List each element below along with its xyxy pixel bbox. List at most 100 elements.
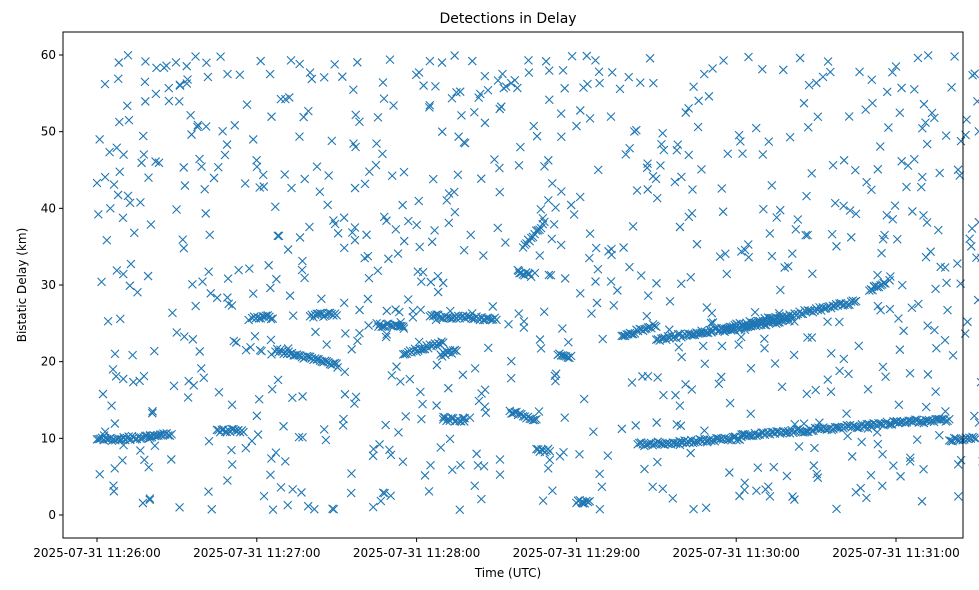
data-point — [717, 341, 727, 351]
data-point — [717, 184, 727, 193]
data-point — [213, 162, 223, 172]
data-point — [415, 242, 425, 252]
data-point — [684, 150, 694, 160]
data-point — [791, 225, 801, 234]
data-point — [659, 390, 668, 400]
data-point — [444, 218, 454, 228]
data-point — [847, 452, 857, 461]
data-point — [376, 496, 386, 506]
data-point — [364, 321, 373, 330]
data-point — [593, 165, 603, 175]
data-point — [408, 312, 418, 322]
data-point — [444, 189, 454, 198]
data-point — [340, 367, 350, 377]
data-point — [594, 67, 604, 77]
data-point — [294, 432, 304, 442]
data-point — [702, 303, 712, 312]
data-point — [111, 371, 121, 381]
data-point — [899, 326, 909, 336]
data-point — [285, 291, 295, 301]
data-point — [416, 277, 426, 287]
data-point — [300, 273, 309, 283]
data-point — [677, 352, 687, 362]
data-point — [364, 273, 374, 283]
y-tick-label: 30 — [41, 278, 56, 292]
data-point — [643, 291, 653, 301]
data-point — [295, 59, 305, 69]
data-point — [379, 212, 389, 222]
data-point — [124, 115, 134, 125]
track-point — [332, 310, 342, 320]
track-point — [377, 322, 387, 332]
data-point — [929, 113, 939, 123]
data-point — [913, 53, 923, 63]
data-point — [168, 308, 177, 318]
data-point — [715, 252, 725, 262]
data-point — [286, 56, 296, 65]
data-point — [736, 332, 746, 342]
data-point — [835, 366, 845, 376]
data-point — [541, 56, 551, 66]
data-point — [790, 495, 799, 504]
data-point — [823, 57, 833, 66]
data-point — [532, 131, 542, 141]
data-point — [787, 249, 797, 259]
data-point — [549, 220, 559, 229]
data-point — [973, 295, 979, 305]
data-point — [648, 482, 658, 492]
track-point — [266, 314, 276, 324]
data-point — [955, 171, 965, 180]
data-point — [493, 76, 503, 85]
data-point — [598, 334, 608, 344]
data-point — [767, 181, 777, 190]
track-point — [430, 310, 440, 320]
data-point — [625, 143, 635, 153]
data-point — [187, 130, 196, 139]
data-point — [652, 418, 662, 427]
data-point — [688, 185, 697, 194]
data-point — [174, 96, 184, 106]
data-point — [692, 239, 702, 249]
data-point — [244, 264, 254, 273]
data-point — [558, 65, 568, 75]
data-point — [811, 78, 821, 88]
data-point — [129, 228, 139, 238]
data-point — [483, 343, 493, 353]
data-point — [693, 122, 703, 132]
data-point — [767, 251, 777, 261]
data-point — [125, 281, 135, 291]
data-point — [384, 254, 393, 264]
data-point — [972, 253, 979, 263]
data-point — [420, 471, 430, 480]
data-point — [476, 494, 486, 504]
data-point — [256, 56, 266, 66]
data-point — [257, 346, 266, 356]
data-point — [746, 409, 756, 419]
data-point — [139, 150, 149, 159]
data-point — [919, 464, 928, 474]
data-point — [391, 305, 400, 314]
data-point — [556, 240, 566, 250]
data-point — [222, 476, 232, 485]
track-point — [152, 431, 162, 441]
data-point — [941, 131, 951, 141]
data-point — [674, 342, 684, 352]
data-point — [534, 407, 544, 416]
data-point — [593, 264, 603, 274]
data-point — [151, 89, 161, 99]
data-point — [862, 177, 872, 187]
data-point — [288, 311, 298, 321]
data-point — [764, 137, 774, 146]
data-point — [495, 163, 504, 173]
data-point — [227, 445, 236, 455]
data-point — [394, 307, 404, 317]
data-point — [894, 400, 904, 410]
data-point — [378, 78, 388, 87]
data-point — [227, 400, 237, 410]
data-point — [584, 253, 594, 263]
data-point — [110, 349, 120, 359]
data-point — [298, 256, 307, 266]
data-point — [873, 164, 883, 174]
data-point — [544, 270, 554, 280]
